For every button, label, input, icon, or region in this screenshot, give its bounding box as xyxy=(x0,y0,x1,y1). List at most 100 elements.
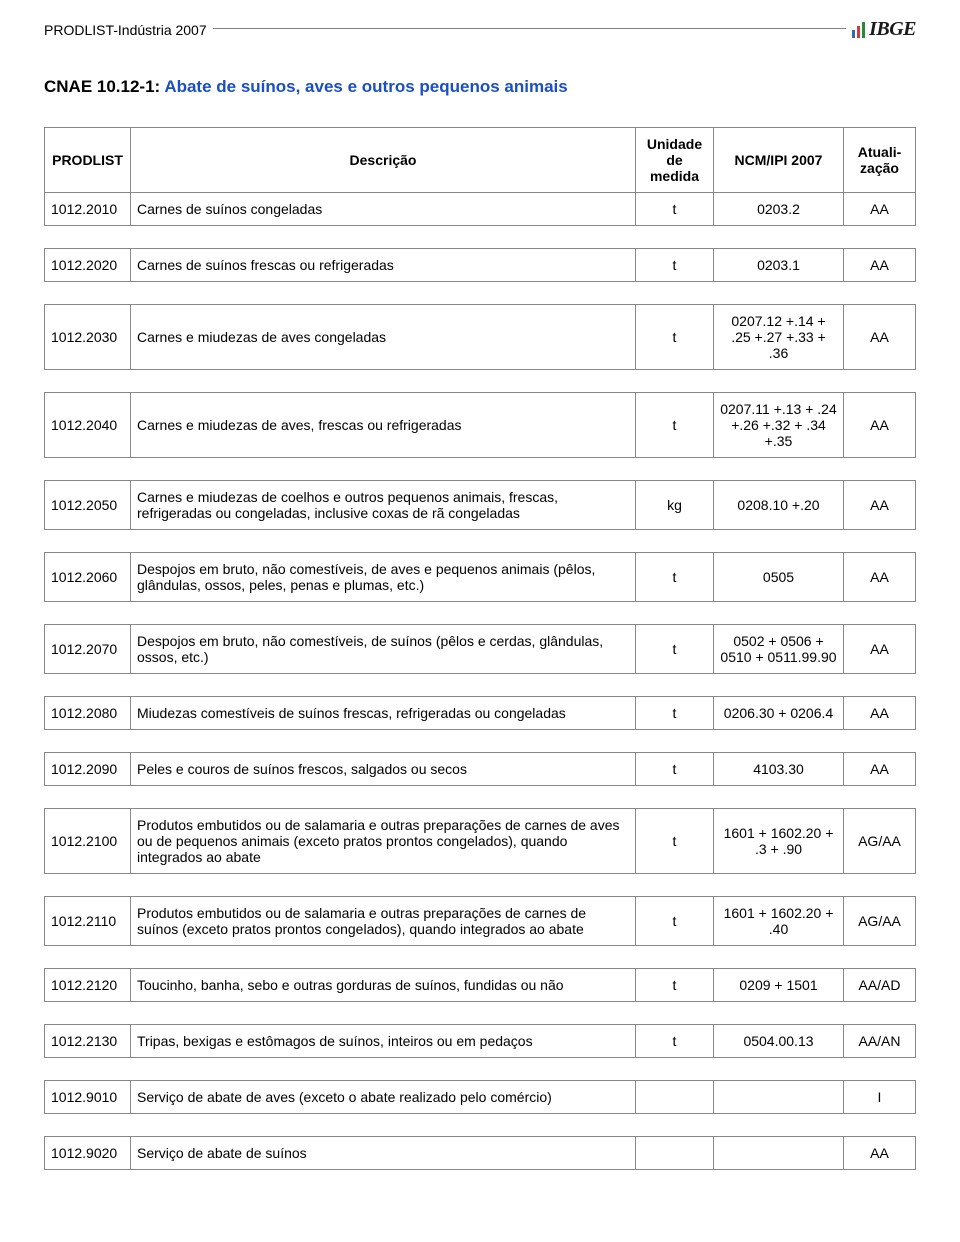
cell-ncm xyxy=(714,1137,844,1170)
cell-code: 1012.2120 xyxy=(45,969,131,1002)
prodlist-table: 1012.2080Miudezas comestíveis de suínos … xyxy=(44,696,916,730)
cell-code: 1012.2070 xyxy=(45,625,131,674)
table-row: 1012.2130Tripas, bexigas e estômagos de … xyxy=(45,1025,916,1058)
cell-ncm: 0207.12 +.14 + .25 +.27 +.33 + .36 xyxy=(714,305,844,370)
table-row: 1012.2030Carnes e miudezas de aves conge… xyxy=(45,305,916,370)
cell-code: 1012.2130 xyxy=(45,1025,131,1058)
table-row: 1012.2050Carnes e miudezas de coelhos e … xyxy=(45,481,916,530)
cell-code: 1012.2020 xyxy=(45,249,131,282)
prodlist-table: 1012.2040Carnes e miudezas de aves, fres… xyxy=(44,392,916,458)
cell-update: AA xyxy=(844,481,916,530)
cell-update: AA xyxy=(844,753,916,786)
cell-update: I xyxy=(844,1081,916,1114)
cell-ncm: 0208.10 +.20 xyxy=(714,481,844,530)
prodlist-table: 1012.2110Produtos embutidos ou de salama… xyxy=(44,896,916,946)
prodlist-table: 1012.2050Carnes e miudezas de coelhos e … xyxy=(44,480,916,530)
col-header-code: PRODLIST xyxy=(45,128,131,193)
col-header-desc: Descrição xyxy=(131,128,636,193)
cell-ncm: 4103.30 xyxy=(714,753,844,786)
cell-code: 1012.2100 xyxy=(45,809,131,874)
cell-desc: Serviço de abate de suínos xyxy=(131,1137,636,1170)
col-header-update: Atuali-zação xyxy=(844,128,916,193)
cell-update: AA xyxy=(844,625,916,674)
cell-unit: t xyxy=(636,897,714,946)
cell-ncm: 0504.00.13 xyxy=(714,1025,844,1058)
table-header-row: PRODLISTDescriçãoUnidade de medidaNCM/IP… xyxy=(45,128,916,193)
cell-code: 1012.2090 xyxy=(45,753,131,786)
cell-unit: t xyxy=(636,625,714,674)
prodlist-table: 1012.2020Carnes de suínos frescas ou ref… xyxy=(44,248,916,282)
cell-unit: t xyxy=(636,1025,714,1058)
table-row: 1012.2040Carnes e miudezas de aves, fres… xyxy=(45,393,916,458)
cell-unit: t xyxy=(636,393,714,458)
cell-unit: t xyxy=(636,753,714,786)
cell-desc: Tripas, bexigas e estômagos de suínos, i… xyxy=(131,1025,636,1058)
cnae-description: Abate de suínos, aves e outros pequenos … xyxy=(164,77,567,96)
table-row: 1012.2010Carnes de suínos congeladast020… xyxy=(45,193,916,226)
cell-code: 1012.2110 xyxy=(45,897,131,946)
cell-code: 1012.2040 xyxy=(45,393,131,458)
prodlist-table: 1012.2070Despojos em bruto, não comestív… xyxy=(44,624,916,674)
cell-unit: t xyxy=(636,305,714,370)
cnae-code: CNAE 10.12-1: xyxy=(44,77,160,96)
col-header-unit: Unidade de medida xyxy=(636,128,714,193)
cell-unit: t xyxy=(636,969,714,1002)
prodlist-table: 1012.2120Toucinho, banha, sebo e outras … xyxy=(44,968,916,1002)
ibge-logo: IBGE xyxy=(852,18,916,41)
cnae-heading: CNAE 10.12-1: Abate de suínos, aves e ou… xyxy=(44,77,916,97)
header-rule xyxy=(213,28,846,29)
tables-container: PRODLISTDescriçãoUnidade de medidaNCM/IP… xyxy=(44,127,916,1170)
table-row: 1012.2020Carnes de suínos frescas ou ref… xyxy=(45,249,916,282)
cell-desc: Serviço de abate de aves (exceto o abate… xyxy=(131,1081,636,1114)
cell-code: 1012.2030 xyxy=(45,305,131,370)
prodlist-table: 1012.2090Peles e couros de suínos fresco… xyxy=(44,752,916,786)
cell-update: AG/AA xyxy=(844,809,916,874)
prodlist-table: 1012.9020Serviço de abate de suínosAA xyxy=(44,1136,916,1170)
cell-update: AA xyxy=(844,249,916,282)
cell-code: 1012.9020 xyxy=(45,1137,131,1170)
cell-unit xyxy=(636,1137,714,1170)
cell-desc: Produtos embutidos ou de salamaria e out… xyxy=(131,897,636,946)
table-row: 1012.2120Toucinho, banha, sebo e outras … xyxy=(45,969,916,1002)
cell-ncm xyxy=(714,1081,844,1114)
cell-update: AA xyxy=(844,193,916,226)
cell-ncm: 0203.2 xyxy=(714,193,844,226)
table-row: 1012.2100Produtos embutidos ou de salama… xyxy=(45,809,916,874)
cell-ncm: 0203.1 xyxy=(714,249,844,282)
cell-ncm: 0206.30 + 0206.4 xyxy=(714,697,844,730)
cell-unit: kg xyxy=(636,481,714,530)
table-row: 1012.9010Serviço de abate de aves (excet… xyxy=(45,1081,916,1114)
table-row: 1012.2070Despojos em bruto, não comestív… xyxy=(45,625,916,674)
table-row: 1012.2110Produtos embutidos ou de salama… xyxy=(45,897,916,946)
cell-update: AG/AA xyxy=(844,897,916,946)
cell-code: 1012.9010 xyxy=(45,1081,131,1114)
cell-unit xyxy=(636,1081,714,1114)
table-row: 1012.9020Serviço de abate de suínosAA xyxy=(45,1137,916,1170)
prodlist-table: 1012.9010Serviço de abate de aves (excet… xyxy=(44,1080,916,1114)
col-header-ncm: NCM/IPI 2007 xyxy=(714,128,844,193)
doc-title: PRODLIST-Indústria 2007 xyxy=(44,22,207,38)
cell-code: 1012.2060 xyxy=(45,553,131,602)
cell-desc: Produtos embutidos ou de salamaria e out… xyxy=(131,809,636,874)
cell-desc: Carnes de suínos congeladas xyxy=(131,193,636,226)
cell-update: AA xyxy=(844,697,916,730)
prodlist-table: 1012.2060Despojos em bruto, não comestív… xyxy=(44,552,916,602)
table-row: 1012.2080Miudezas comestíveis de suínos … xyxy=(45,697,916,730)
cell-unit: t xyxy=(636,193,714,226)
cell-desc: Peles e couros de suínos frescos, salgad… xyxy=(131,753,636,786)
cell-ncm: 1601 + 1602.20 + .40 xyxy=(714,897,844,946)
cell-unit: t xyxy=(636,697,714,730)
cell-ncm: 0207.11 +.13 + .24 +.26 +.32 + .34 +.35 xyxy=(714,393,844,458)
cell-unit: t xyxy=(636,809,714,874)
cell-desc: Carnes e miudezas de coelhos e outros pe… xyxy=(131,481,636,530)
cell-unit: t xyxy=(636,249,714,282)
logo-bars-icon xyxy=(852,22,865,38)
prodlist-table: 1012.2130Tripas, bexigas e estômagos de … xyxy=(44,1024,916,1058)
cell-ncm: 1601 + 1602.20 + .3 + .90 xyxy=(714,809,844,874)
cell-ncm: 0505 xyxy=(714,553,844,602)
logo-text: IBGE xyxy=(869,18,916,41)
cell-desc: Carnes e miudezas de aves, frescas ou re… xyxy=(131,393,636,458)
cell-desc: Carnes de suínos frescas ou refrigeradas xyxy=(131,249,636,282)
cell-code: 1012.2050 xyxy=(45,481,131,530)
cell-desc: Miudezas comestíveis de suínos frescas, … xyxy=(131,697,636,730)
